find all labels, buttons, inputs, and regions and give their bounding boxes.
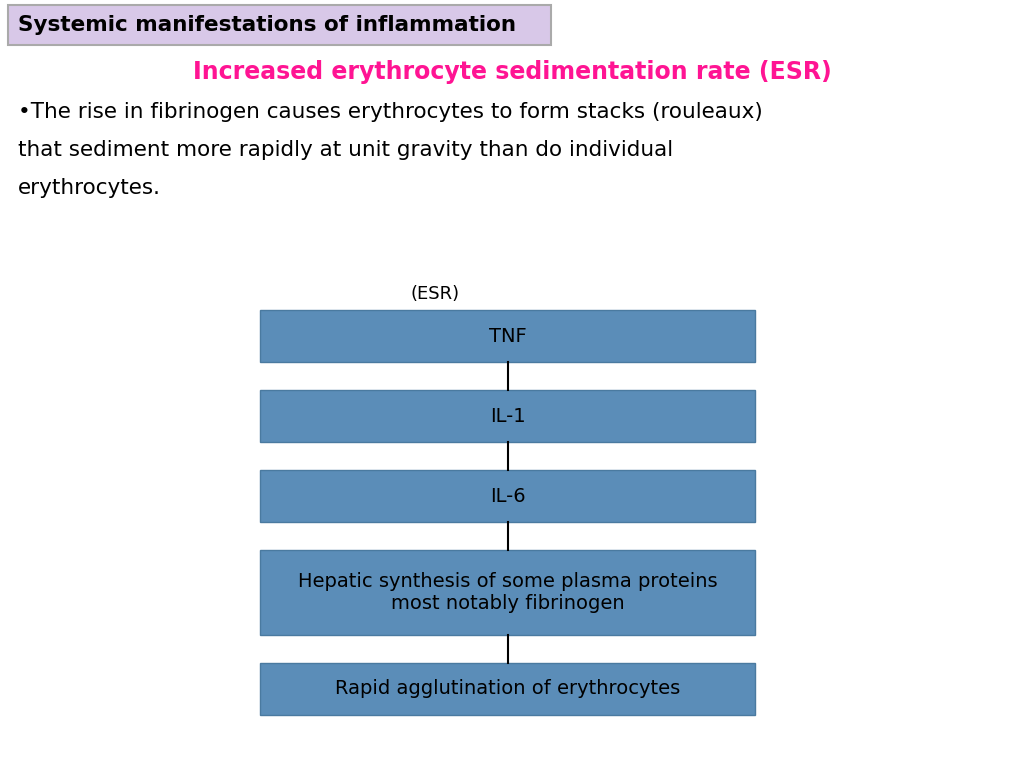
Text: IL-1: IL-1 [489, 406, 525, 425]
FancyBboxPatch shape [260, 663, 755, 715]
Text: TNF: TNF [488, 326, 526, 346]
Text: IL-6: IL-6 [489, 486, 525, 505]
Text: Systemic manifestations of inflammation: Systemic manifestations of inflammation [18, 15, 516, 35]
FancyBboxPatch shape [260, 390, 755, 442]
Text: Hepatic synthesis of some plasma proteins
most notably fibrinogen: Hepatic synthesis of some plasma protein… [298, 572, 718, 613]
FancyBboxPatch shape [260, 310, 755, 362]
Text: erythrocytes.: erythrocytes. [18, 178, 161, 198]
Text: •The rise in fibrinogen causes erythrocytes to form stacks (rouleaux): •The rise in fibrinogen causes erythrocy… [18, 102, 763, 122]
Text: Rapid agglutination of erythrocytes: Rapid agglutination of erythrocytes [335, 680, 680, 699]
Text: Increased erythrocyte sedimentation rate (ESR): Increased erythrocyte sedimentation rate… [193, 60, 831, 84]
FancyBboxPatch shape [260, 550, 755, 635]
Text: that sediment more rapidly at unit gravity than do individual: that sediment more rapidly at unit gravi… [18, 140, 673, 160]
Text: (ESR): (ESR) [411, 285, 460, 303]
FancyBboxPatch shape [260, 470, 755, 522]
FancyBboxPatch shape [8, 5, 551, 45]
